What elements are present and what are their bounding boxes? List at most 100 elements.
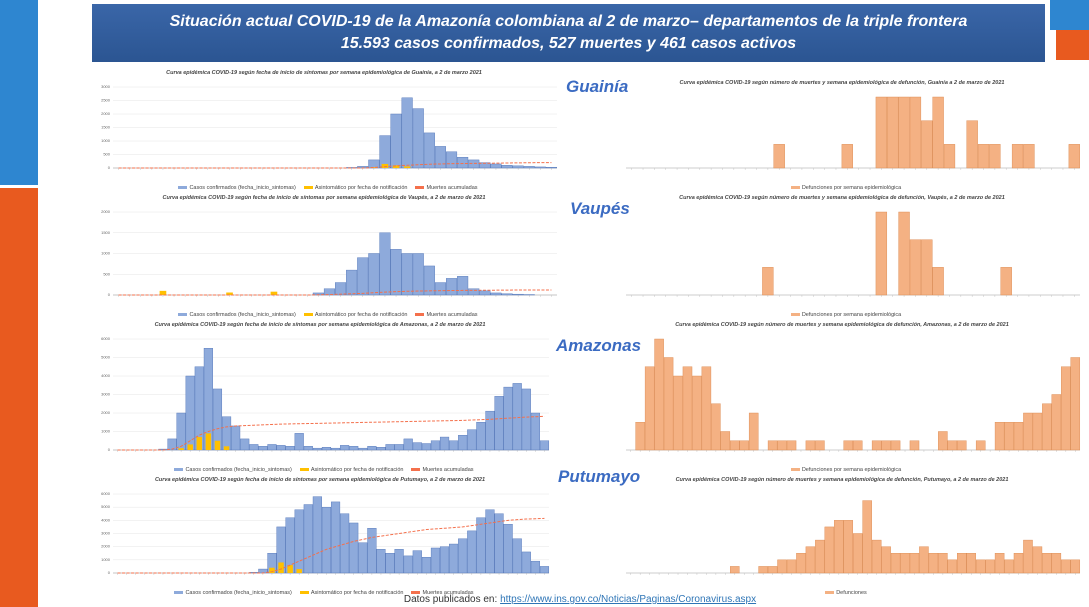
bar <box>376 549 386 574</box>
bar <box>720 431 731 451</box>
bar <box>457 276 469 296</box>
bar <box>909 440 920 451</box>
bar <box>167 438 177 451</box>
bar <box>796 553 806 574</box>
legend-label: Defunciones por semana epidemiológica <box>801 312 902 318</box>
bar <box>1023 144 1035 169</box>
bar <box>875 96 888 169</box>
legend-swatch <box>303 313 313 317</box>
bar <box>921 239 933 296</box>
bar <box>932 96 944 169</box>
chart-title: Curva epidémica COVID-19 según número de… <box>675 322 1009 328</box>
bar <box>458 434 468 451</box>
bar <box>1070 559 1081 574</box>
chart: Curva epidémica COVID-19 según número de… <box>598 195 1086 318</box>
bar <box>214 440 221 450</box>
bar <box>900 553 910 574</box>
bar <box>376 447 386 451</box>
legend-label: Asintomático por fecha de notificación <box>314 312 408 318</box>
bar <box>989 144 1001 169</box>
legend-label: Casos confirmados (fecha_inicio_sintomas… <box>185 590 292 596</box>
bar <box>824 526 835 574</box>
bar <box>303 446 313 451</box>
bar <box>975 559 986 574</box>
legend-label: Defunciones <box>836 590 867 596</box>
bar <box>739 440 749 451</box>
bar <box>1051 394 1062 451</box>
legend-swatch <box>299 468 309 472</box>
bar <box>1000 267 1012 296</box>
bar <box>512 165 524 169</box>
bar <box>412 253 424 296</box>
bar <box>545 166 557 169</box>
y-tick-label: 0 <box>108 165 111 170</box>
legend-swatch <box>178 186 188 190</box>
bar <box>379 232 391 296</box>
bar <box>1061 366 1071 451</box>
bar <box>512 293 524 296</box>
bar <box>1013 553 1024 574</box>
bar <box>1004 559 1014 574</box>
bar <box>748 412 759 451</box>
bar <box>994 553 1005 574</box>
chart: Curva epidémica COVID-19 según fecha de … <box>85 70 563 191</box>
bar <box>834 520 844 574</box>
bar <box>523 166 535 169</box>
bar <box>943 144 956 169</box>
bar <box>312 447 322 451</box>
bar <box>367 528 377 574</box>
plot <box>626 338 1081 452</box>
bar <box>467 429 477 451</box>
line <box>118 289 552 296</box>
bar <box>663 357 674 451</box>
bar <box>938 431 948 451</box>
bar <box>635 422 645 451</box>
y-tick-label: 4000 <box>101 517 111 522</box>
bar <box>390 113 402 169</box>
bar <box>494 513 504 574</box>
legend-swatch <box>790 468 800 472</box>
y-tick-label: 1000 <box>101 251 111 256</box>
bar <box>296 569 302 573</box>
bar <box>258 568 268 574</box>
bar <box>909 239 922 296</box>
bar <box>932 267 944 296</box>
bar <box>852 440 863 451</box>
bar <box>767 440 778 451</box>
bar <box>503 386 513 451</box>
bar <box>1023 412 1033 451</box>
bar <box>335 282 347 296</box>
bar <box>862 500 872 574</box>
bar <box>957 440 967 451</box>
chart-title: Curva epidémica COVID-19 según fecha de … <box>154 477 486 483</box>
legend-label: Muertes acumuladas <box>422 590 474 596</box>
bar <box>730 440 740 451</box>
y-tick-label: 1000 <box>101 557 111 562</box>
legend-label: Casos confirmados (fecha_inicio_sintomas… <box>189 185 296 191</box>
bar <box>159 290 167 295</box>
bar <box>401 253 413 296</box>
legend-swatch <box>174 468 184 472</box>
bar <box>394 549 404 574</box>
legend: Defunciones por semana epidemiológica <box>598 185 1086 193</box>
title: Situación actual COVID-19 de la Amazonía… <box>169 13 968 30</box>
legend-swatch <box>178 313 188 317</box>
plot: 0 500 1000 1500 2000 2500 3000 <box>101 84 557 170</box>
footer-link[interactable]: https://www.ins.gov.co/Noticias/Paginas/… <box>500 594 757 605</box>
bar <box>805 440 816 451</box>
bar <box>379 135 391 169</box>
bar <box>423 265 435 296</box>
bar <box>457 156 469 169</box>
bar <box>985 559 995 574</box>
footer-label: Datos publicados en: <box>403 594 498 605</box>
bar <box>370 167 378 168</box>
plot: 0 1000 2000 3000 4000 5000 6000 <box>101 336 550 452</box>
chart: Curva epidémica COVID-19 según número de… <box>598 322 1086 473</box>
y-tick-label: 3000 <box>101 531 111 536</box>
bar <box>476 517 486 574</box>
subtitle: 15.593 casos confirmados, 527 muertes y … <box>340 35 797 52</box>
bar <box>898 96 910 169</box>
bar <box>644 366 655 451</box>
banner: Situación actual COVID-19 de la Amazonía… <box>92 4 1045 62</box>
